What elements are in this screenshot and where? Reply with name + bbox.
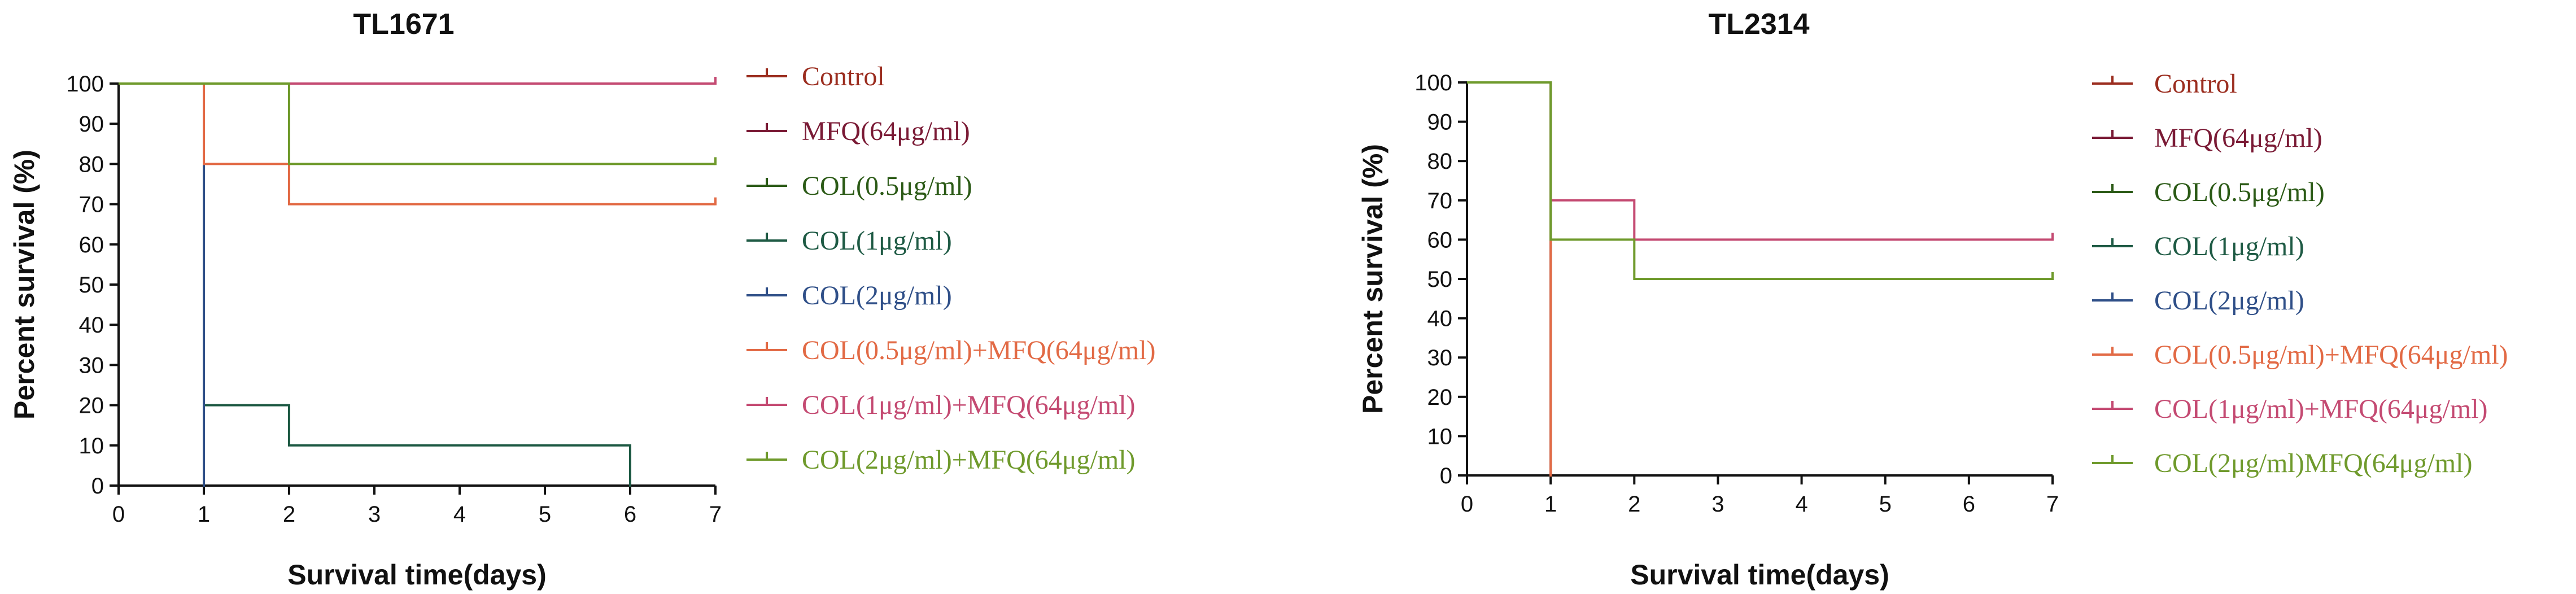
y-tick-label: 80 <box>1427 149 1453 174</box>
series-line-4 <box>119 82 631 486</box>
legend-label: MFQ(64μg/ml) <box>2154 123 2322 153</box>
x-tick-label: 7 <box>709 502 722 527</box>
y-tick-label: 0 <box>91 474 104 499</box>
legend-label: COL(2μg/ml) <box>802 281 952 311</box>
x-tick-label: 4 <box>1795 492 1807 517</box>
series-line-3 <box>1467 81 1552 475</box>
legend-label: COL(2μg/ml) <box>2154 286 2304 316</box>
x-tick-label: 2 <box>283 502 295 527</box>
y-axis-label: Percent survival (%) <box>8 150 40 420</box>
x-axis-label: Survival time(days) <box>287 559 547 591</box>
y-tick-label: 90 <box>1427 110 1453 135</box>
y-tick-label: 100 <box>1414 71 1452 95</box>
legend-item: Control <box>2092 69 2237 99</box>
series-line-2 <box>1467 81 1552 475</box>
series-line-8 <box>1467 81 2053 280</box>
x-tick-label: 4 <box>453 502 466 527</box>
legend-item: COL(2μg/ml)+MFQ(64μg/ml) <box>746 445 1136 475</box>
x-tick-label: 7 <box>2046 492 2059 517</box>
y-tick-label: 60 <box>1427 228 1453 252</box>
legend-item: COL(2μg/ml) <box>746 281 952 311</box>
legend-label: COL(0.5μg/ml)+MFQ(64μg/ml) <box>802 335 1156 365</box>
x-tick-label: 0 <box>112 502 125 527</box>
series-line-6 <box>1467 81 1552 475</box>
chart-title: TL2314 <box>1708 8 1809 41</box>
y-tick-label: 40 <box>1427 307 1453 331</box>
legend-item: COL(1μg/ml)+MFQ(64μg/ml) <box>746 390 1136 420</box>
series-line-5 <box>1467 81 1552 475</box>
chart-title: TL1671 <box>353 8 454 41</box>
x-tick-label: 6 <box>1963 492 1975 517</box>
legend-label: COL(1μg/ml) <box>802 226 952 256</box>
y-tick-label: 60 <box>79 233 104 257</box>
legend-item: COL(0.5μg/ml)+MFQ(64μg/ml) <box>746 335 1156 365</box>
legend-label: Control <box>2154 69 2237 99</box>
legend-item: COL(1μg/ml) <box>746 226 952 256</box>
x-tick-label: 3 <box>1711 492 1724 517</box>
y-tick-label: 100 <box>66 72 104 97</box>
y-tick-label: 70 <box>79 193 104 217</box>
series-line-2 <box>119 82 205 486</box>
x-axis-label: Survival time(days) <box>1630 559 1889 591</box>
y-tick-label: 10 <box>79 434 104 458</box>
legend-item: Control <box>746 62 885 91</box>
legend-item: COL(1μg/ml) <box>2092 232 2304 261</box>
series-line-1 <box>119 82 205 486</box>
y-axis-label: Percent survival (%) <box>1357 144 1389 414</box>
legend-label: COL(0.5μg/ml)+MFQ(64μg/ml) <box>2154 340 2508 370</box>
x-tick-label: 0 <box>1461 492 1473 517</box>
y-tick-label: 50 <box>1427 267 1453 292</box>
x-tick-label: 2 <box>1628 492 1640 517</box>
x-tick-label: 1 <box>1544 492 1557 517</box>
x-tick-label: 5 <box>539 502 551 527</box>
y-tick-label: 50 <box>79 273 104 298</box>
y-tick-label: 10 <box>1427 424 1453 449</box>
series-line-5 <box>119 82 205 486</box>
series-line-1 <box>1467 81 1552 475</box>
legend-label: MFQ(64μg/ml) <box>802 116 970 146</box>
y-tick-label: 20 <box>79 394 104 418</box>
y-tick-label: 70 <box>1427 189 1453 213</box>
legend-label: COL(1μg/ml)+MFQ(64μg/ml) <box>2154 394 2488 424</box>
y-tick-label: 30 <box>1427 346 1453 370</box>
x-tick-label: 5 <box>1879 492 1892 517</box>
x-tick-label: 1 <box>198 502 210 527</box>
chart-panel-2: TL2314 0 10 20 30 40 50 60 70 80 90 100 0 1 2 3 4 5 6 7 Surv… <box>1357 8 2508 591</box>
legend-item: MFQ(64μg/ml) <box>746 116 970 146</box>
series-line-3 <box>119 82 205 486</box>
series-line-6 <box>119 82 715 206</box>
legend-label: COL(2μg/ml)MFQ(64μg/ml) <box>2154 448 2472 478</box>
y-tick-label: 90 <box>79 112 104 137</box>
y-tick-label: 40 <box>79 313 104 338</box>
legend-item: COL(2μg/ml) <box>2092 286 2304 316</box>
series-line-4 <box>1467 81 1552 475</box>
legend-label: Control <box>802 62 885 91</box>
legend-item: COL(0.5μg/ml) <box>746 171 972 201</box>
y-tick-label: 20 <box>1427 385 1453 410</box>
legend-label: COL(2μg/ml)+MFQ(64μg/ml) <box>802 445 1136 475</box>
series-line-7 <box>1467 81 2053 241</box>
legend-label: COL(0.5μg/ml) <box>802 171 972 201</box>
x-tick-label: 6 <box>624 502 636 527</box>
series-line-8 <box>119 82 715 165</box>
legend-item: COL(2μg/ml)MFQ(64μg/ml) <box>2092 448 2472 478</box>
legend-label: COL(1μg/ml)+MFQ(64μg/ml) <box>802 390 1136 420</box>
legend-item: COL(1μg/ml)+MFQ(64μg/ml) <box>2092 394 2488 424</box>
legend-item: COL(0.5μg/ml) <box>2092 177 2325 207</box>
legend-item: COL(0.5μg/ml)+MFQ(64μg/ml) <box>2092 340 2508 370</box>
legend-label: COL(1μg/ml) <box>2154 232 2304 261</box>
legend-item: MFQ(64μg/ml) <box>2092 123 2322 153</box>
x-tick-label: 3 <box>368 502 381 527</box>
y-tick-label: 30 <box>79 353 104 378</box>
chart-panel-1: TL1671 0 10 20 30 40 50 60 70 80 90 100 0 1 2 3 4 5 6 7 Surv… <box>8 8 1156 591</box>
legend-label: COL(0.5μg/ml) <box>2154 177 2325 207</box>
y-tick-label: 80 <box>79 152 104 177</box>
y-tick-label: 0 <box>1440 464 1452 488</box>
